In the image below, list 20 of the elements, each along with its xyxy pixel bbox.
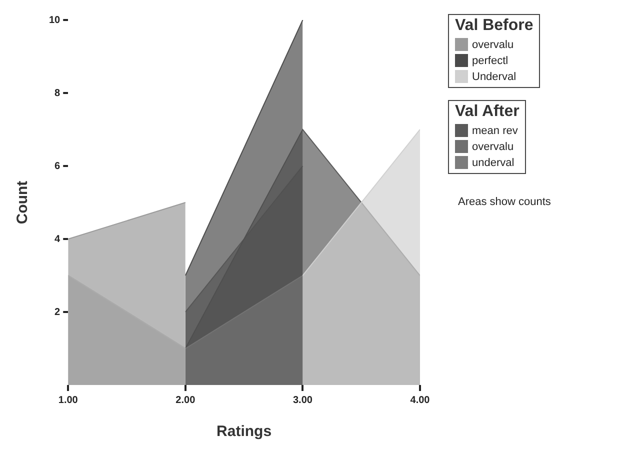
y-tick-label: 10 (49, 14, 61, 26)
text: Val After (455, 103, 520, 121)
legend-label: perfectl (471, 54, 510, 67)
legend-label: underval (471, 156, 516, 169)
legend-label: overvalu (471, 140, 515, 153)
x-tick-label: 2.00 (176, 394, 196, 406)
legend-title: Val Before (455, 17, 534, 35)
x-tick-label: 3.00 (292, 394, 313, 406)
x-axis-title: Ratings (216, 423, 272, 440)
y-tick-label: 4 (54, 234, 61, 245)
legend-label: mean rev (471, 124, 519, 137)
y-axis-title: Count (14, 180, 32, 224)
x-tick-label: 1.00 (58, 394, 78, 406)
legend-label: Underval (471, 70, 518, 83)
y-tick-label: 6 (54, 160, 61, 172)
text: Areas show counts (458, 196, 552, 208)
x-tick-label: 4.00 (410, 394, 430, 406)
y-tick-label: 2 (54, 306, 61, 318)
y-tick-label: 8 (54, 88, 61, 99)
legend-label: overvalu (471, 38, 515, 51)
